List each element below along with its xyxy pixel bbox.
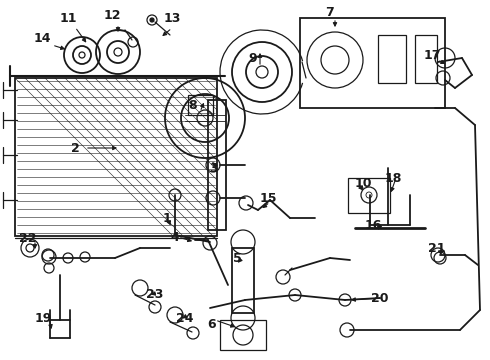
Text: 13: 13 xyxy=(163,12,181,24)
Text: 3: 3 xyxy=(209,162,217,175)
Bar xyxy=(348,178,390,213)
Text: 1: 1 xyxy=(163,212,172,225)
Text: 2: 2 xyxy=(71,141,79,154)
Text: 7: 7 xyxy=(326,5,334,18)
Circle shape xyxy=(150,18,154,22)
Text: 4: 4 xyxy=(171,230,179,243)
Text: 18: 18 xyxy=(384,171,402,185)
Text: 14: 14 xyxy=(33,32,51,45)
Bar xyxy=(15,78,217,236)
Bar xyxy=(208,100,226,230)
Text: 6: 6 xyxy=(208,319,216,332)
Text: 5: 5 xyxy=(233,252,242,265)
Text: 10: 10 xyxy=(354,176,372,189)
Text: 23: 23 xyxy=(147,288,164,302)
Bar xyxy=(232,248,254,313)
Bar xyxy=(300,18,445,108)
Text: 11: 11 xyxy=(59,12,77,24)
Text: 17: 17 xyxy=(423,49,441,62)
Bar xyxy=(220,320,266,350)
Text: 19: 19 xyxy=(34,311,51,324)
Text: 16: 16 xyxy=(364,219,382,231)
Bar xyxy=(188,95,213,115)
Text: 15: 15 xyxy=(259,192,277,204)
Text: 21: 21 xyxy=(428,242,446,255)
Text: 9: 9 xyxy=(249,51,257,64)
Text: 8: 8 xyxy=(189,99,197,112)
Text: 22: 22 xyxy=(19,231,37,244)
Text: 12: 12 xyxy=(103,9,121,22)
Text: 24: 24 xyxy=(176,311,194,324)
Text: 20: 20 xyxy=(371,292,389,305)
Bar xyxy=(415,35,437,83)
Bar xyxy=(378,35,406,83)
